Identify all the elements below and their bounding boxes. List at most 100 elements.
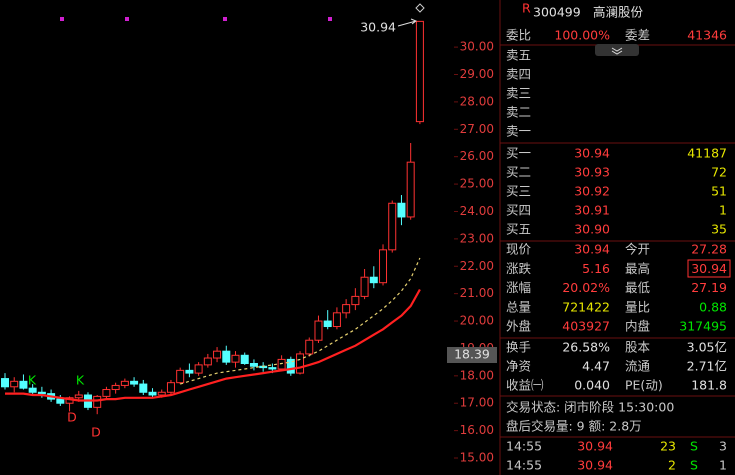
quote-text: 买一 <box>506 146 531 161</box>
quote-text: 2.71亿 <box>687 359 727 374</box>
quote-text: S <box>690 439 698 454</box>
quote-text: 20.02% <box>562 280 610 295</box>
candle-body <box>415 20 424 123</box>
quote-text: 30.94 <box>574 242 610 257</box>
quote-text: 3 <box>719 439 727 454</box>
quote-text: 30.91 <box>574 203 610 218</box>
candle-body <box>332 312 341 328</box>
candle-body <box>360 276 369 297</box>
candle-body <box>10 380 19 388</box>
quote-text: 股本 <box>625 340 651 355</box>
quote-text: 5.16 <box>582 261 610 276</box>
candle-body <box>231 354 240 363</box>
quote-text: 30.92 <box>574 184 610 199</box>
candle-body <box>37 391 46 395</box>
candle-body <box>111 384 120 391</box>
quote-text: 最高 <box>625 261 650 276</box>
y-tick-label: 23.00 <box>460 231 494 245</box>
signal-marker: D <box>91 425 101 440</box>
quote-text: 1 <box>719 458 727 473</box>
quote-text: 30.93 <box>574 165 610 180</box>
quote-text: 买四 <box>506 203 531 218</box>
quote-text: 涨跌 <box>506 261 532 276</box>
candle-body <box>102 389 111 397</box>
quote-text: 交易状态: 闭市阶段 15:30:00 <box>506 400 674 415</box>
candle-body <box>157 391 166 396</box>
quote-text: 净资 <box>506 359 531 374</box>
quote-text: 现价 <box>506 242 532 257</box>
quote-text: 流通 <box>625 359 651 374</box>
quote-text: 卖三 <box>506 86 531 101</box>
quote-text: 委比 <box>506 28 531 43</box>
quote-text: 卖二 <box>506 105 531 120</box>
quote-text: 1 <box>719 203 727 218</box>
candle-body <box>203 357 212 366</box>
quote-text: 买二 <box>506 165 531 180</box>
quote-text: 403927 <box>562 319 610 334</box>
candle-body <box>74 394 83 399</box>
candle-body <box>120 380 129 386</box>
candle-body <box>93 395 102 408</box>
quote-text: 收益㈠ <box>506 378 544 393</box>
quote-text: 0.88 <box>699 299 727 314</box>
candle-body <box>139 383 148 393</box>
quote-text: 卖四 <box>506 67 531 82</box>
candle-body <box>277 358 286 370</box>
quote-text: 27.19 <box>691 280 727 295</box>
candle-body <box>351 295 360 306</box>
quote-text: 涨幅 <box>506 280 531 295</box>
candle-body <box>213 350 222 359</box>
candle-body <box>130 380 139 385</box>
candle-body <box>305 339 314 355</box>
quote-text: 181.8 <box>691 378 727 393</box>
candle-body <box>185 369 194 374</box>
quote-text: 23 <box>660 439 676 454</box>
quote-text: 14:55 <box>506 439 542 454</box>
quote-text: 41346 <box>687 28 727 43</box>
signal-marker: K <box>28 373 37 388</box>
quote-text: 总量 <box>506 299 531 314</box>
y-tick-label: 29.00 <box>460 67 494 81</box>
y-tick-label: 24.00 <box>460 204 494 218</box>
quote-text: 3.05亿 <box>687 340 727 355</box>
quote-text: 30.94 <box>577 439 613 454</box>
quote-text: 27.28 <box>691 242 727 257</box>
quote-text: 买三 <box>506 184 531 199</box>
high-arrow <box>397 18 418 27</box>
candle-body <box>28 387 37 393</box>
candle-body <box>56 398 65 404</box>
quote-text: 2 <box>668 458 676 473</box>
quote-text: 14:55 <box>506 458 542 473</box>
candle-body <box>19 380 28 389</box>
signal-marker: K <box>76 373 85 388</box>
quote-text: 今开 <box>625 242 650 257</box>
moving-average <box>180 257 421 385</box>
candle-body <box>379 249 388 284</box>
quote-text: 30.94 <box>691 261 727 276</box>
candle-body <box>1 378 9 388</box>
quote-text: 4.47 <box>582 359 610 374</box>
quote-text: 量比 <box>625 299 650 314</box>
candle-body <box>148 391 157 396</box>
candle-body <box>176 369 185 384</box>
quote-text: 100.00% <box>554 28 610 43</box>
candle-body <box>194 364 203 374</box>
badge: R <box>522 1 531 16</box>
quote-text: 300499 <box>533 5 581 20</box>
quote-text: 卖五 <box>506 48 531 63</box>
quote-text: 外盘 <box>506 319 531 334</box>
quote-text: S <box>690 458 698 473</box>
candle-body <box>240 354 249 365</box>
quote-text: 盘后交易量: 9 额: 2.8万 <box>506 419 642 434</box>
candle-body <box>286 358 295 374</box>
quote-text: 内盘 <box>625 319 650 334</box>
y-tick-label: 18.00 <box>460 368 494 382</box>
quote-text: 26.58% <box>562 340 610 355</box>
quote-text: 30.90 <box>574 222 610 237</box>
quote-text: 卖一 <box>506 124 531 139</box>
candle-body <box>406 161 415 218</box>
quote-text: 721422 <box>562 299 610 314</box>
candle-body <box>323 320 332 328</box>
quote-text: 高澜股份 <box>593 5 644 20</box>
